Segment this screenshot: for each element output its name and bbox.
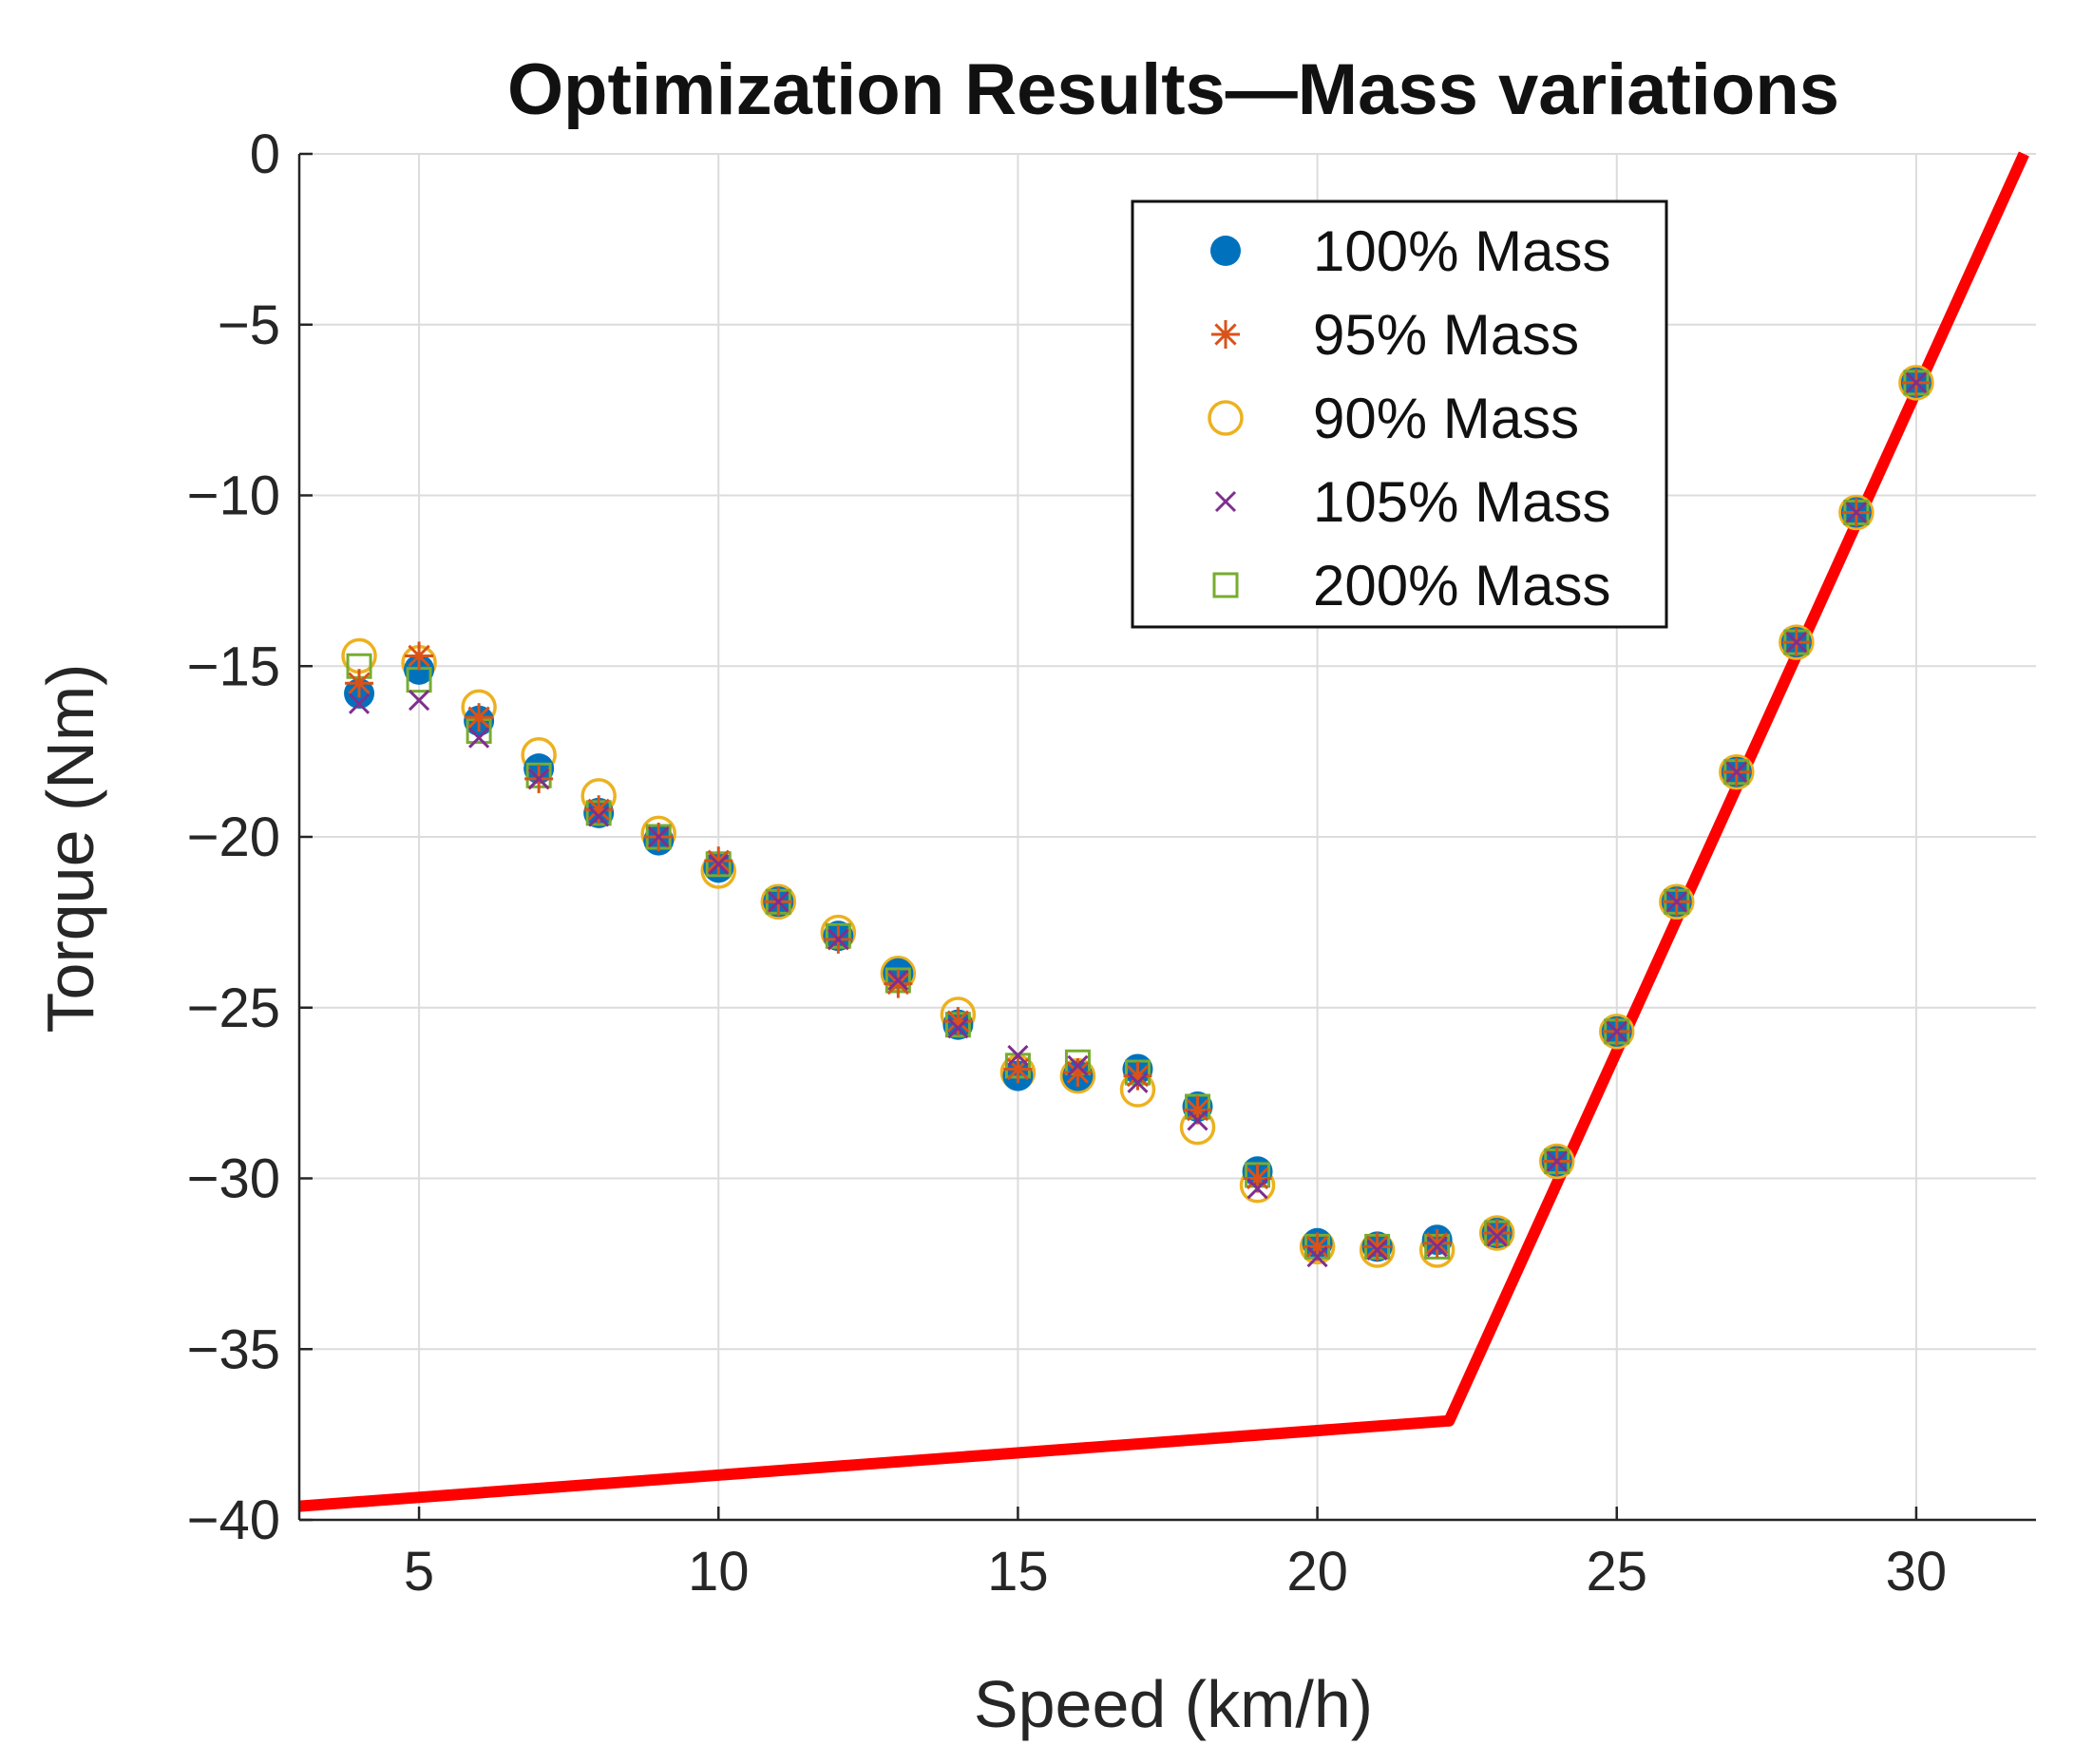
data-point: [528, 768, 550, 789]
legend-marker: [1211, 320, 1240, 349]
data-markers: [341, 365, 1934, 1268]
x-tick-label: 30: [1886, 1541, 1948, 1603]
legend-marker: [1212, 572, 1239, 598]
data-point: [708, 853, 730, 875]
data-point: [648, 825, 670, 848]
legend-label: 200% Mass: [1313, 554, 1610, 617]
x-axis-label: Speed (km/h): [974, 1667, 1373, 1741]
legend-label: 105% Mass: [1313, 470, 1610, 534]
data-point: [468, 727, 490, 749]
y-tick-label: −35: [187, 1318, 280, 1380]
series-105-mass: [348, 371, 1927, 1268]
data-point: [1478, 1215, 1515, 1251]
data-point: [943, 1007, 973, 1036]
data-point: [409, 690, 430, 711]
data-point: [345, 669, 374, 698]
series-90-mass: [341, 365, 1934, 1268]
legend-label: 100% Mass: [1313, 219, 1610, 283]
chart-title: Optimization Results—Mass variations: [507, 49, 1839, 130]
data-point: [1538, 1143, 1575, 1180]
data-point: [1665, 891, 1687, 913]
y-tick-label: −15: [187, 635, 280, 697]
data-point: [1486, 1225, 1508, 1247]
y-tick-label: −40: [187, 1489, 280, 1551]
data-point: [1725, 761, 1747, 783]
tick-labels: 5 10 15 20 25 30 0 −5 −10 −15 −20 −25 −30 −35 −40: [187, 123, 1948, 1603]
legend-label: 95% Mass: [1313, 303, 1579, 367]
data-point: [1785, 632, 1807, 654]
x-tick-label: 10: [688, 1541, 750, 1603]
data-point: [1845, 502, 1867, 523]
x-tick-label: 5: [404, 1541, 434, 1603]
y-tick-label: −20: [187, 806, 280, 868]
y-tick-label: −10: [187, 465, 280, 527]
legend-marker: [1210, 236, 1241, 266]
data-point: [1659, 883, 1695, 920]
data-point: [828, 928, 849, 950]
data-point: [884, 969, 913, 998]
x-tick-label: 20: [1286, 1541, 1348, 1603]
legend: 100% Mass 95% Mass 90% Mass 105% Mass 200% M…: [1131, 199, 1668, 629]
data-point: [584, 795, 614, 825]
data-point: [588, 806, 610, 827]
x-tick-label: 25: [1587, 1541, 1648, 1603]
legend-item: 100% Mass: [1210, 219, 1610, 283]
data-point: [1599, 1014, 1635, 1050]
data-point: [1838, 494, 1874, 531]
data-point: [405, 641, 434, 671]
legend-marker: [1208, 400, 1244, 436]
y-tick-label: −5: [218, 294, 280, 356]
data-point: [1546, 1150, 1568, 1172]
y-axis-label: Torque (Nm): [33, 664, 107, 1034]
data-point: [1303, 1232, 1332, 1261]
y-tick-label: 0: [250, 123, 280, 185]
data-point: [1719, 753, 1755, 790]
data-point: [1007, 1045, 1029, 1067]
data-point: [1246, 1178, 1268, 1200]
data-point: [1003, 1054, 1033, 1084]
data-point: [1779, 624, 1815, 660]
y-tick-label: −30: [187, 1148, 280, 1210]
data-point: [348, 692, 371, 714]
data-point: [947, 1017, 969, 1039]
data-point: [768, 891, 790, 913]
data-point: [1123, 1061, 1152, 1091]
legend-label: 90% Mass: [1313, 387, 1579, 450]
data-point: [1366, 1239, 1388, 1261]
data-point: [704, 846, 733, 876]
legend-item: 200% Mass: [1212, 554, 1610, 617]
data-point: [1063, 1058, 1093, 1088]
data-point: [465, 703, 494, 732]
y-tick-label: −25: [187, 977, 280, 1039]
data-point: [1243, 1164, 1272, 1193]
data-point: [1127, 1072, 1149, 1093]
limit-line: [298, 151, 2029, 1512]
limit-line-layer: [298, 151, 2029, 1512]
axes: [297, 152, 2036, 1522]
legend-item: 95% Mass: [1211, 303, 1579, 367]
data-point: [887, 969, 909, 992]
legend-item: 90% Mass: [1208, 387, 1579, 450]
data-point: [1187, 1110, 1208, 1131]
legend-marker: [1214, 490, 1237, 513]
legend-box: [1131, 199, 1668, 629]
legend-item: 105% Mass: [1214, 470, 1610, 534]
x-tick-label: 15: [987, 1541, 1049, 1603]
data-point: [1898, 365, 1934, 401]
data-point: [1067, 1054, 1089, 1076]
data-point: [1905, 371, 1927, 393]
data-point: [1606, 1020, 1627, 1042]
data-point: [1422, 1228, 1452, 1258]
data-point: [1482, 1219, 1512, 1248]
data-point: [1306, 1246, 1328, 1268]
data-point: [760, 883, 797, 920]
data-point: [1362, 1232, 1392, 1261]
data-point: [1426, 1236, 1448, 1258]
